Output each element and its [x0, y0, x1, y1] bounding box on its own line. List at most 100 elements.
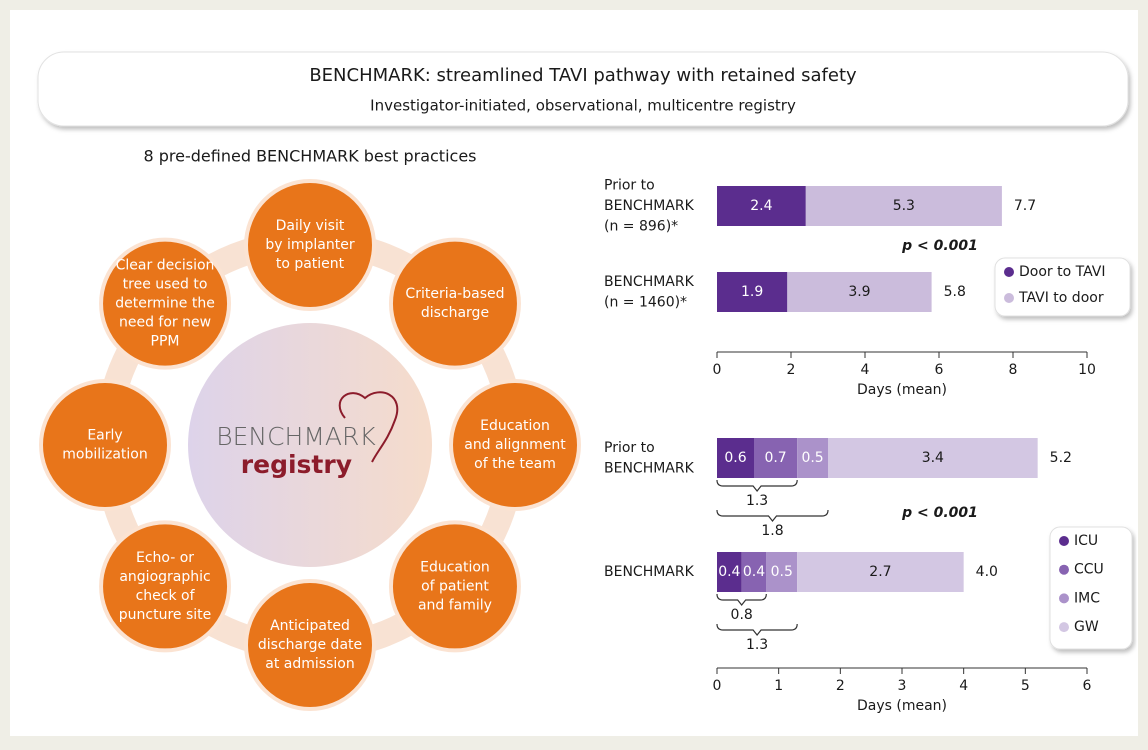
bar-segment	[797, 438, 828, 478]
practice-label: Education	[480, 418, 550, 434]
practice-label: angiographic	[119, 569, 210, 585]
segment-label: 0.7	[764, 450, 786, 466]
practice-label: and family	[418, 597, 492, 613]
practice-label: Anticipated	[270, 618, 350, 634]
legend-swatch	[1004, 293, 1014, 303]
practice-label: Echo- or	[136, 550, 194, 566]
segment-label: 0.4	[743, 564, 765, 580]
x-tick-label: 2	[787, 362, 796, 378]
practice-label: at admission	[265, 656, 354, 672]
practice-label: Early	[87, 428, 122, 444]
x-tick-label: 1	[774, 678, 783, 694]
x-axis-label: Days (mean)	[857, 382, 947, 398]
practice-label: need for new	[119, 315, 211, 331]
legend-swatch	[1059, 536, 1069, 546]
practice-label: puncture site	[119, 607, 212, 623]
x-tick-label: 0	[713, 362, 722, 378]
bar-segment	[717, 272, 788, 312]
logo-word: BENCHMARK	[216, 422, 376, 451]
x-tick-label: 4	[861, 362, 870, 378]
legend-label: ICU	[1074, 533, 1098, 549]
practice-label: Daily visit	[276, 218, 345, 234]
practice-label: Criteria-based	[405, 286, 504, 302]
practices-title: 8 pre-defined BENCHMARK best practices	[144, 147, 477, 166]
header-subtitle: Investigator-initiated, observational, m…	[370, 97, 796, 115]
legend-label: GW	[1074, 619, 1099, 635]
category-label: BENCHMARK	[604, 274, 695, 290]
practice-label: check of	[136, 588, 196, 604]
practice-label: discharge	[421, 305, 489, 321]
x-tick-label: 6	[935, 362, 944, 378]
category-label: BENCHMARK	[604, 460, 695, 476]
segment-label: 3.4	[922, 450, 944, 466]
practice-circle	[39, 379, 171, 511]
bracket-label: 1.3	[746, 637, 768, 653]
bar-segment	[741, 552, 767, 592]
practice-label: Education	[420, 559, 490, 575]
x-tick-label: 2	[836, 678, 845, 694]
p-value: p < 0.001	[901, 238, 978, 254]
practice-label: tree used to	[123, 277, 208, 293]
legend-box	[994, 257, 1131, 317]
x-axis-label: Days (mean)	[857, 698, 947, 714]
segment-label: 5.3	[893, 198, 915, 214]
practice-circle	[99, 520, 232, 653]
x-tick-label: 0	[713, 678, 722, 694]
bracket	[716, 479, 798, 492]
header-title: BENCHMARK: streamlined TAVI pathway with…	[309, 65, 857, 86]
bar-segment	[797, 552, 964, 592]
x-tick-label: 3	[898, 678, 907, 694]
practice-label: PPM	[151, 334, 180, 350]
bracket	[716, 593, 767, 606]
segment-label: 0.6	[724, 450, 746, 466]
category-label: BENCHMARK	[604, 198, 695, 214]
logo-sub: registry	[241, 450, 352, 479]
segment-label: 3.9	[848, 284, 870, 300]
bracket-label: 1.8	[761, 523, 783, 539]
practice-circle	[99, 237, 232, 370]
legend-swatch	[1059, 622, 1069, 633]
total-label: 5.8	[944, 284, 966, 300]
segment-label: 2.7	[869, 564, 891, 580]
practice-label: of patient	[421, 578, 489, 594]
bar-segment	[754, 438, 798, 478]
practice-circle	[449, 379, 581, 511]
x-tick-label: 10	[1078, 362, 1096, 378]
bar-segment	[717, 552, 742, 592]
segment-label: 0.5	[801, 450, 823, 466]
x-tick-label: 8	[1009, 362, 1018, 378]
bracket	[716, 623, 798, 636]
bar-segment	[717, 438, 754, 478]
segment-label: 0.4	[718, 564, 740, 580]
bar-segment	[717, 186, 806, 226]
legend-swatch	[1059, 593, 1069, 604]
category-label: Prior to	[604, 178, 655, 194]
hub	[188, 323, 432, 567]
x-tick-label: 5	[1021, 678, 1030, 694]
total-label: 5.2	[1050, 450, 1072, 466]
bar-segment	[828, 438, 1038, 478]
legend-label: IMC	[1074, 590, 1100, 606]
practice-label: by implanter	[265, 237, 354, 253]
total-label: 4.0	[976, 564, 998, 580]
legend-label: Door to TAVI	[1019, 264, 1105, 280]
bracket-label: 0.8	[731, 607, 753, 623]
p-value: p < 0.001	[901, 505, 978, 521]
bar-segment	[805, 186, 1002, 226]
practice-circle	[388, 520, 521, 653]
x-tick-label: 4	[959, 678, 968, 694]
bracket-label: 1.3	[746, 493, 768, 509]
category-label: (n = 1460)*	[604, 294, 687, 310]
practice-circle	[388, 237, 521, 370]
bar-segment	[787, 272, 932, 312]
practice-label: Clear decision	[116, 258, 215, 274]
practice-label: mobilization	[62, 447, 148, 463]
category-label: Prior to	[604, 440, 655, 456]
header-box	[37, 51, 1129, 127]
practice-label: to patient	[276, 256, 345, 272]
legend-label: CCU	[1074, 562, 1104, 578]
logo-heart	[338, 391, 399, 463]
practice-label: of the team	[474, 456, 556, 472]
segment-label: 0.5	[771, 564, 793, 580]
